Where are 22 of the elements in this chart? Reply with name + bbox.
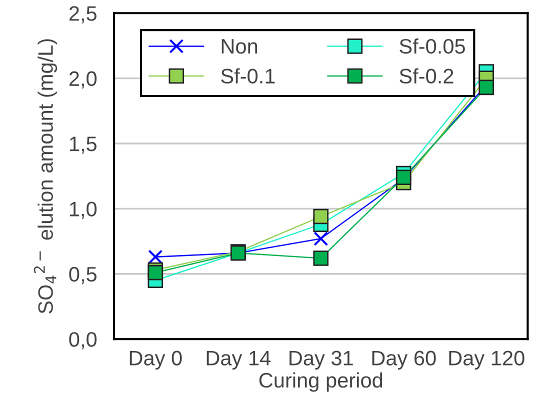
x-tick-label: Day 14: [206, 350, 271, 370]
y-tick-label: 1,0: [70, 202, 97, 219]
y-tick-label: 2,5: [69, 6, 96, 24]
y-tick-label: 2,0: [69, 71, 97, 89]
point: [314, 231, 328, 246]
legend-label: Non: [222, 39, 258, 54]
legend-label: Sf-0.05: [400, 38, 465, 54]
x-tick-label: Day 0: [130, 350, 182, 370]
y-tick-label: 1,5: [70, 136, 96, 154]
x-tick-label: Day 120: [449, 350, 524, 370]
legend-label: Sf-0.2: [400, 68, 454, 84]
legend-label: Sf-0.1: [221, 68, 275, 84]
y-tick-label: 0,5: [69, 266, 96, 284]
point: [313, 250, 329, 266]
point: [313, 208, 329, 224]
x-axis-title: Curing period: [259, 372, 382, 392]
x-tick-label: Day 60: [372, 350, 436, 370]
point: [478, 80, 494, 96]
point: [148, 250, 163, 264]
x-tick-label: Day 31: [290, 350, 353, 370]
y-axis-title: SO$_{4}$$^{2−}$ elution amount (mg/L): [34, 39, 58, 314]
y-tick-label: 0,0: [69, 332, 97, 350]
